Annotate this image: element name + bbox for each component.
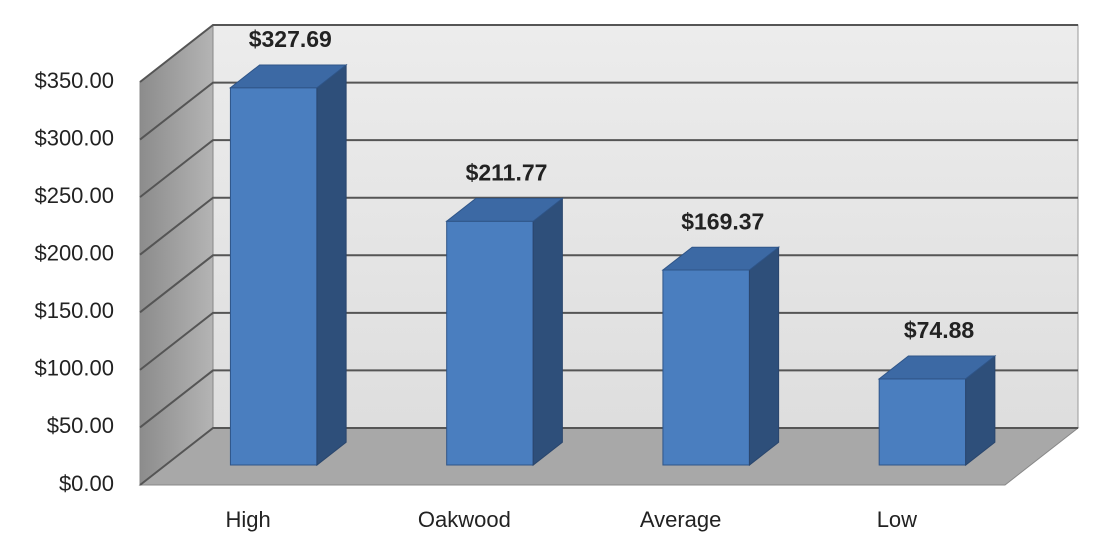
bar-side xyxy=(532,197,563,467)
bar-side xyxy=(316,63,347,467)
grid-line xyxy=(139,427,1078,486)
bars xyxy=(228,63,997,467)
grid-line xyxy=(139,254,1078,314)
x-tick-label: Oakwood xyxy=(418,507,511,532)
labels: $0.00 $50.00 $100.00 $150.00 $200.00 $250.00 $… xyxy=(34,26,974,532)
bar-top xyxy=(661,246,781,271)
y-tick-label: $0.00 xyxy=(59,471,114,496)
bar xyxy=(228,63,348,467)
side-wall xyxy=(139,23,214,487)
bar-front xyxy=(662,269,750,466)
value-label: $211.77 xyxy=(466,159,548,185)
y-tick-label: $300.00 xyxy=(34,125,114,150)
value-label: $74.88 xyxy=(904,317,975,343)
x-tick-label: High xyxy=(226,507,271,532)
bar-top xyxy=(877,355,997,380)
y-tick-label: $200.00 xyxy=(34,241,114,266)
grid-line xyxy=(139,369,1078,429)
value-label: $327.69 xyxy=(249,26,332,52)
value-label: $169.37 xyxy=(681,208,764,234)
bar xyxy=(445,197,564,467)
grid-line xyxy=(139,311,1078,371)
grid xyxy=(139,24,1078,486)
bar-top xyxy=(445,197,564,222)
y-tick-label: $250.00 xyxy=(34,183,114,208)
y-tick-label: $350.00 xyxy=(34,68,114,93)
y-tick-label: $150.00 xyxy=(34,298,114,323)
bar-front xyxy=(446,220,534,466)
grid-line xyxy=(139,139,1078,198)
grid-line xyxy=(139,81,1078,141)
y-tick-label: $50.00 xyxy=(47,413,114,438)
bar-side xyxy=(748,246,780,467)
bar xyxy=(877,355,997,467)
x-tick-label: Average xyxy=(640,507,722,532)
bar-top xyxy=(228,64,348,89)
y-tick-label: $100.00 xyxy=(34,356,114,381)
walls xyxy=(138,23,1080,487)
grid-line xyxy=(139,24,1078,83)
bar xyxy=(661,246,781,467)
grid-line xyxy=(139,196,1078,256)
bar-front xyxy=(229,87,318,466)
x-tick-label: Low xyxy=(877,507,917,532)
bar-front xyxy=(878,378,967,466)
